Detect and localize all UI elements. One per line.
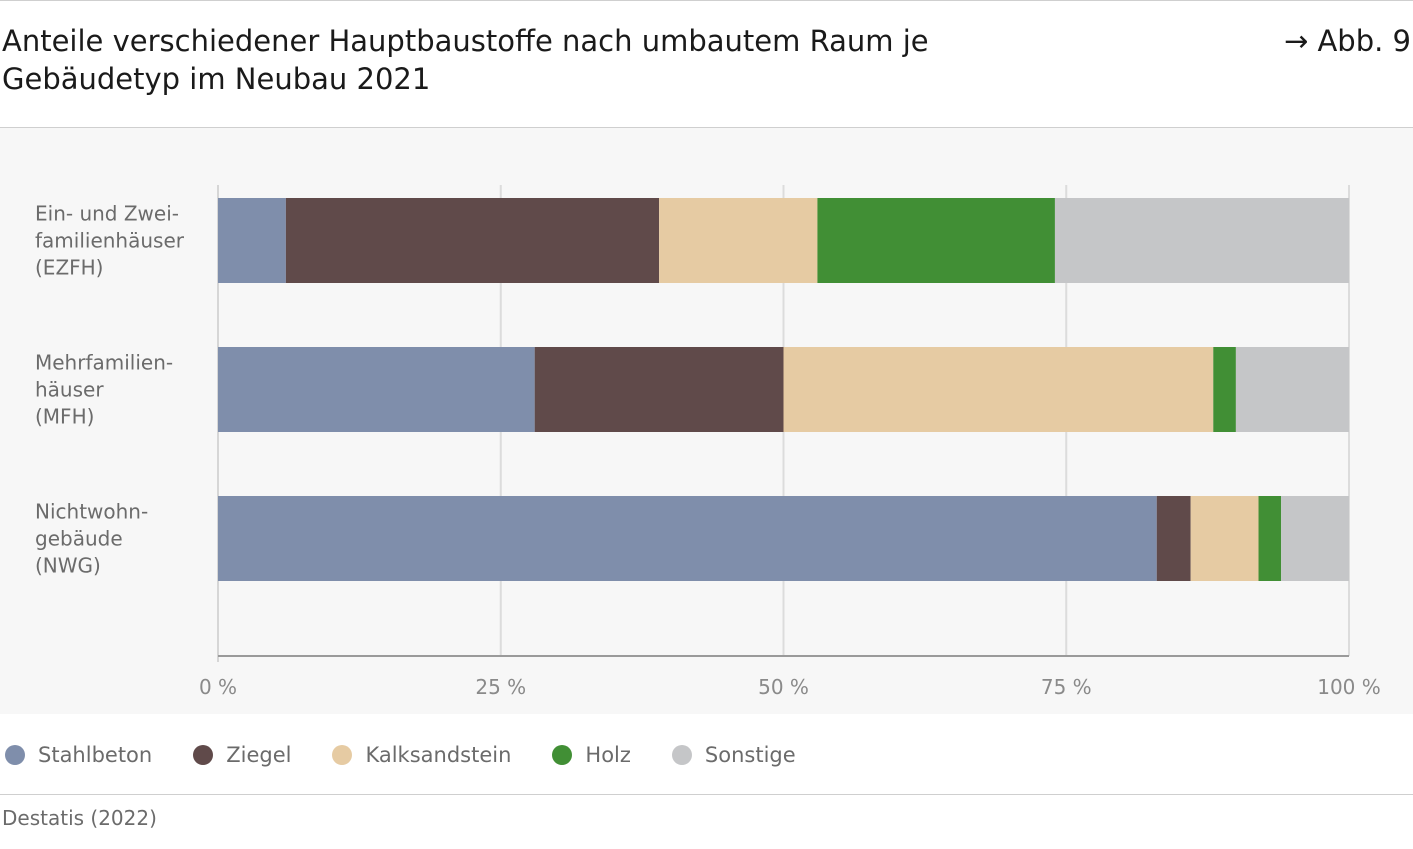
plot-area: Ein- und Zwei-familienhäuser (EZFH) Mehrfa… <box>0 128 1413 714</box>
legend-swatch <box>5 745 25 765</box>
legend-item[interactable]: Kalksandstein <box>327 743 511 767</box>
legend-item[interactable]: Holz <box>547 743 631 767</box>
footer-divider <box>0 794 1413 795</box>
legend-swatch <box>671 745 692 765</box>
legend-label: Ziegel <box>226 743 292 767</box>
category-label: familienhäuser <box>35 229 185 253</box>
bar-segment[interactable] <box>1213 347 1236 432</box>
bar-segment[interactable] <box>218 347 535 432</box>
bar-segment[interactable] <box>285 198 660 283</box>
x-tick-label: 0 % <box>199 675 237 699</box>
category-label: häuser <box>35 378 104 402</box>
bar-segment[interactable] <box>1190 496 1259 581</box>
legend-item[interactable]: Stahlbeton <box>0 743 152 767</box>
bar-segment[interactable] <box>1235 347 1349 432</box>
legend-item[interactable]: Ziegel <box>188 743 291 767</box>
x-tick-label: 50 % <box>758 675 809 699</box>
figure-reference[interactable]: → Abb. 9 <box>1283 24 1411 58</box>
chart-title: Anteile verschiedener Hauptbaustoffe nac… <box>2 24 929 96</box>
bar-segment[interactable] <box>218 496 1157 581</box>
bar-segment[interactable] <box>1054 198 1349 283</box>
bar-segment[interactable] <box>659 198 818 283</box>
legend-label: Sonstige <box>704 743 796 767</box>
legend-swatch <box>193 745 214 765</box>
top-rule <box>0 0 1413 1</box>
legend-swatch <box>332 745 353 765</box>
category-label: (NWG) <box>35 554 101 578</box>
category-labels: Ein- und Zwei-familienhäuser (EZFH) Mehrfa… <box>35 202 185 578</box>
x-tick-label: 25 % <box>475 675 526 699</box>
legend-swatch <box>552 745 573 765</box>
category-label: Ein- und Zwei- <box>35 202 179 226</box>
x-tick-label: 100 % <box>1317 675 1381 699</box>
legend: Stahlbeton Ziegel Kalksandstein Holz Sonstig… <box>0 740 832 770</box>
bar-segment[interactable] <box>1156 496 1191 581</box>
category-label: Mehrfamilien- <box>35 351 173 375</box>
x-axis: 0 % 25 % 50 % 75 % 100 % <box>199 655 1381 699</box>
legend-label: Stahlbeton <box>38 743 153 767</box>
legend-label: Holz <box>585 743 631 767</box>
source-note: Destatis (2022) <box>2 806 157 830</box>
bar-segment[interactable] <box>1281 496 1349 581</box>
category-label: gebäude <box>35 527 123 551</box>
bar-segment[interactable] <box>218 198 286 283</box>
bar-segment[interactable] <box>534 347 784 432</box>
bars <box>218 198 1349 581</box>
stacked-bar-chart: Ein- und Zwei-familienhäuser (EZFH) Mehrfa… <box>35 185 1381 699</box>
bar-segment[interactable] <box>1258 496 1282 581</box>
title-divider <box>0 127 1413 128</box>
x-tick-label: 75 % <box>1041 675 1092 699</box>
legend-label: Kalksandstein <box>365 743 512 767</box>
bar-segment[interactable] <box>817 198 1055 283</box>
bar-segment[interactable] <box>783 347 1214 432</box>
category-label: (EZFH) <box>35 256 104 280</box>
legend-item[interactable]: Sonstige <box>667 743 796 767</box>
category-label: (MFH) <box>35 405 94 429</box>
category-label: Nichtwohn- <box>35 500 148 524</box>
